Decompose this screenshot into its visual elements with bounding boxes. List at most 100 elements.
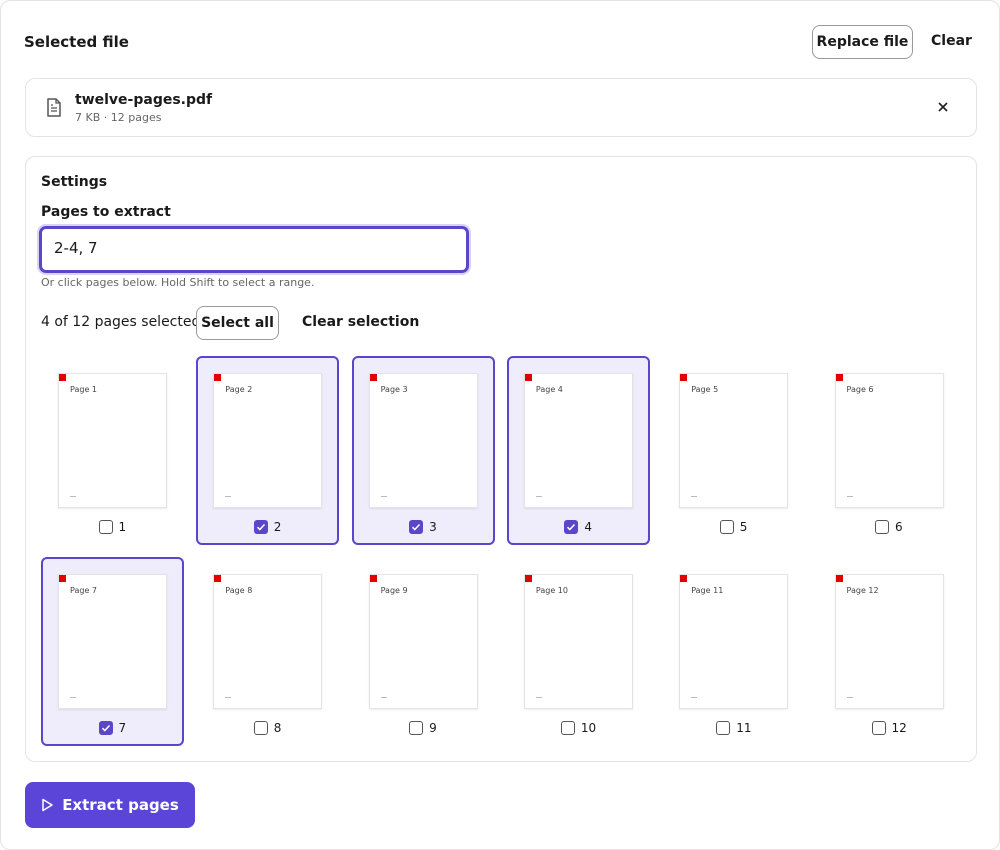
thumbnail-label: Page 4 [535,385,563,394]
page-checkbox[interactable] [409,520,424,534]
page-marker [369,575,377,582]
selection-count: 4 of 12 pages selected [41,314,201,330]
thumbnail-label: Page 6 [846,385,874,394]
page-marker [214,575,222,582]
thumbnail-footer [846,697,853,698]
page-tile[interactable]: Page 1 1 [41,356,184,545]
thumbnail-label: Page 9 [380,586,408,595]
page-checkbox[interactable] [98,721,113,735]
page-checkbox-row: 4 [564,519,592,535]
page-thumbnail: Page 11 [679,574,789,709]
clear-button[interactable]: Clear [931,33,972,49]
page-marker [59,374,66,381]
page-thumbnail: Page 9 [368,574,478,709]
settings-title: Settings [41,174,108,190]
page-thumbnail: Page 7 [58,574,167,709]
thumbnail-footer [380,496,387,497]
thumbnail-label: Page 12 [846,586,879,595]
page-checkbox-row: 5 [719,519,747,535]
page-thumbnail: Page 2 [213,373,323,508]
page-tile[interactable]: Page 7 7 [41,557,184,746]
page-number: 2 [273,520,282,534]
thumbnail-footer [691,496,698,497]
page-number: 7 [118,721,127,735]
page-tile[interactable]: Page 3 3 [351,356,495,545]
extract-button[interactable]: Extract pages [25,782,195,828]
page-number: 9 [429,721,437,735]
clear-selection-button[interactable]: Clear selection [302,314,420,330]
thumbnail-label: Page 7 [70,586,97,595]
page-tile[interactable]: Page 8 8 [196,557,339,746]
thumbnail-footer [70,697,76,698]
thumbnail-label: Page 8 [225,586,253,595]
thumbnail-footer [535,697,542,698]
page-checkbox-row: 1 [98,519,127,535]
page-checkbox[interactable] [98,520,113,534]
page-tile[interactable]: Page 11 11 [662,557,805,746]
page-number: 1 [118,520,127,534]
page-checkbox[interactable] [716,721,731,735]
thumbnail-label: Page 5 [691,385,719,394]
check-icon [567,523,576,531]
play-icon [42,798,53,812]
thumbnail-label: Page 11 [691,586,724,595]
page-tile[interactable]: Page 4 4 [506,356,650,545]
page-marker [835,374,843,381]
remove-file-button[interactable] [937,101,949,113]
page-marker [214,374,222,381]
page-tile[interactable]: Page 2 2 [196,356,340,545]
check-path [256,523,265,531]
page-tile[interactable]: Page 5 5 [662,356,805,545]
page-checkbox[interactable] [253,520,268,534]
settings-card: Settings Pages to extract 2-4, 7 Or clic… [25,156,977,762]
page-checkbox[interactable] [564,520,579,534]
thumbnail-label: Page 1 [70,385,97,394]
page-checkbox[interactable] [719,520,734,534]
page-checkbox-row: 8 [253,720,282,736]
replace-file-button[interactable]: Replace file [812,25,913,59]
page-marker [680,374,688,381]
page-checkbox-row: 9 [409,720,437,736]
thumbnail-label: Page 2 [225,385,253,394]
page-tile[interactable]: Page 12 12 [818,557,961,746]
page-checkbox-row: 6 [875,519,903,535]
file-icon [47,98,61,117]
page-tile[interactable]: Page 6 6 [818,356,961,545]
extract-label: Extract pages [62,796,179,814]
page-checkbox[interactable] [560,721,575,735]
section-title: Selected file [24,33,129,51]
page-checkbox-row: 7 [98,720,127,736]
page-tile[interactable]: Page 9 9 [352,557,495,746]
page-number: 12 [891,721,907,735]
page-checkbox[interactable] [253,721,268,735]
thumbnail-label: Page 3 [380,385,408,394]
file-card: twelve-pages.pdf 7 KB · 12 pages [25,78,977,137]
page-number: 3 [429,520,437,534]
page-marker [680,575,688,582]
check-icon [101,724,110,732]
page-checkbox-row: 2 [253,519,282,535]
page-checkbox-row: 11 [716,720,751,736]
file-meta: 7 KB · 12 pages [75,111,162,124]
select-all-button[interactable]: Select all [196,306,279,340]
check-icon [412,523,421,531]
page-checkbox[interactable] [875,520,889,534]
page-thumbnail: Page 3 [368,373,478,508]
page-number: 11 [736,721,752,735]
thumbnail-footer [846,496,853,497]
thumbnail-footer [225,496,232,497]
field-label: Pages to extract [41,204,171,220]
check-icon [256,523,265,531]
page-tile[interactable]: Page 10 10 [507,557,650,746]
page-thumbnail: Page 6 [834,373,944,508]
file-name: twelve-pages.pdf [75,92,213,108]
page-checkbox[interactable] [409,721,424,735]
pages-input[interactable]: 2-4, 7 [39,226,469,273]
page-checkbox-row: 10 [560,720,596,736]
page-number: 8 [273,721,282,735]
page-number: 6 [895,520,903,534]
page-thumbnail: Page 4 [523,373,633,508]
page-checkbox[interactable] [871,721,886,735]
page-number: 4 [584,520,593,534]
